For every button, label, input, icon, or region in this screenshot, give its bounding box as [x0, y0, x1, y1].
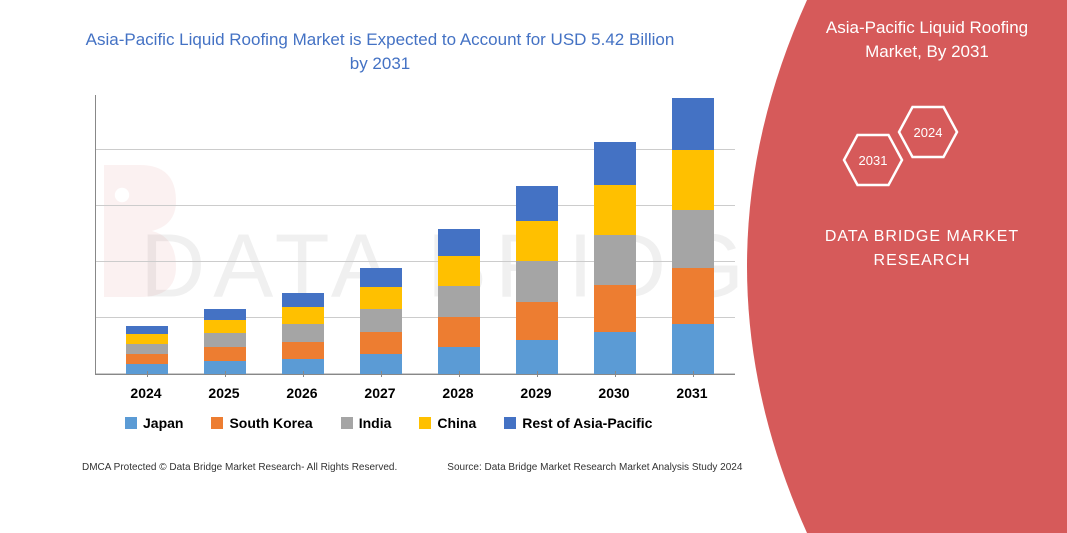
bar-segment — [438, 317, 480, 347]
bar-segment — [516, 186, 558, 221]
legend-swatch — [341, 417, 353, 429]
x-axis-label: 2028 — [428, 385, 488, 401]
legend-swatch — [504, 417, 516, 429]
bar-segment — [282, 293, 324, 307]
bar-segment — [204, 309, 246, 320]
bar-segment — [126, 334, 168, 344]
legend-label: Japan — [143, 415, 183, 431]
legend-label: Rest of Asia-Pacific — [522, 415, 652, 431]
bar-segment — [516, 221, 558, 261]
bar-segment — [672, 268, 714, 324]
bar-segment — [360, 268, 402, 287]
hex-2031-label: 2031 — [842, 133, 904, 187]
bar-segment — [126, 354, 168, 364]
bar-segment — [204, 347, 246, 361]
bar-segment — [360, 332, 402, 354]
legend-swatch — [211, 417, 223, 429]
bar-segment — [594, 285, 636, 332]
legend-label: China — [437, 415, 476, 431]
chart-legend: Japan South Korea India China Rest of Asia-P… — [125, 415, 705, 431]
bar-segment — [672, 98, 714, 150]
bar-segment — [438, 256, 480, 286]
hex-2024-label: 2024 — [897, 105, 959, 159]
bar-segment — [516, 302, 558, 340]
bar-segment — [672, 324, 714, 374]
legend-label: South Korea — [229, 415, 312, 431]
gridline — [96, 261, 735, 262]
bar-segment — [282, 342, 324, 359]
x-axis-label: 2024 — [116, 385, 176, 401]
bar-segment — [204, 320, 246, 333]
x-tick — [381, 371, 382, 377]
bar-segment — [282, 324, 324, 342]
gridline — [96, 149, 735, 150]
chart-container: JapanSouth KoreaIndiaChinaRest of Asia-P… — [95, 95, 735, 425]
bar-segment — [360, 309, 402, 332]
x-tick — [537, 371, 538, 377]
x-axis-label: 2027 — [350, 385, 410, 401]
bar-group — [438, 229, 480, 374]
bar-group — [516, 186, 558, 374]
brand-text: DATA BRIDGE MARKET RESEARCH — [807, 225, 1037, 273]
main-chart-area: Asia-Pacific Liquid Roofing Market is Ex… — [0, 0, 760, 533]
x-axis-label: 2025 — [194, 385, 254, 401]
bar-segment — [282, 307, 324, 324]
gridline — [96, 205, 735, 206]
x-tick — [693, 371, 694, 377]
legend-swatch — [419, 417, 431, 429]
bar-segment — [438, 347, 480, 374]
legend-item: China — [419, 415, 476, 431]
bar-segment — [594, 142, 636, 185]
x-axis-label: 2029 — [506, 385, 566, 401]
x-axis-label: 2026 — [272, 385, 332, 401]
gridline — [96, 317, 735, 318]
bar-group — [204, 309, 246, 374]
bar-segment — [672, 150, 714, 210]
bar-segment — [126, 326, 168, 334]
legend-item: Japan — [125, 415, 183, 431]
x-tick — [615, 371, 616, 377]
bar-segment — [594, 235, 636, 285]
chart-title: Asia-Pacific Liquid Roofing Market is Ex… — [0, 28, 760, 76]
legend-label: India — [359, 415, 392, 431]
chart-plot — [95, 95, 735, 375]
right-panel: Asia-Pacific Liquid Roofing Market, By 2… — [727, 0, 1067, 533]
bar-segment — [360, 287, 402, 309]
legend-swatch — [125, 417, 137, 429]
bar-group — [360, 268, 402, 374]
bar-segment — [594, 332, 636, 374]
bar-segment — [438, 286, 480, 317]
x-axis-label: 2031 — [662, 385, 722, 401]
x-tick — [225, 371, 226, 377]
x-tick — [303, 371, 304, 377]
legend-item: South Korea — [211, 415, 312, 431]
panel-title: Asia-Pacific Liquid Roofing Market, By 2… — [807, 16, 1047, 64]
gridline — [96, 373, 735, 374]
bar-segment — [204, 333, 246, 347]
hex-badges: 2031 2024 — [842, 105, 992, 205]
bar-segment — [516, 261, 558, 302]
bar-group — [126, 326, 168, 374]
bar-group — [282, 293, 324, 374]
bar-segment — [672, 210, 714, 268]
legend-item: Rest of Asia-Pacific — [504, 415, 652, 431]
bar-group — [594, 142, 636, 374]
bar-segment — [516, 340, 558, 374]
legend-item: India — [341, 415, 392, 431]
bar-segment — [594, 185, 636, 235]
x-tick — [147, 371, 148, 377]
bar-group — [672, 98, 714, 374]
x-axis-label: 2030 — [584, 385, 644, 401]
bar-segment — [126, 344, 168, 354]
bar-segment — [438, 229, 480, 256]
x-tick — [459, 371, 460, 377]
